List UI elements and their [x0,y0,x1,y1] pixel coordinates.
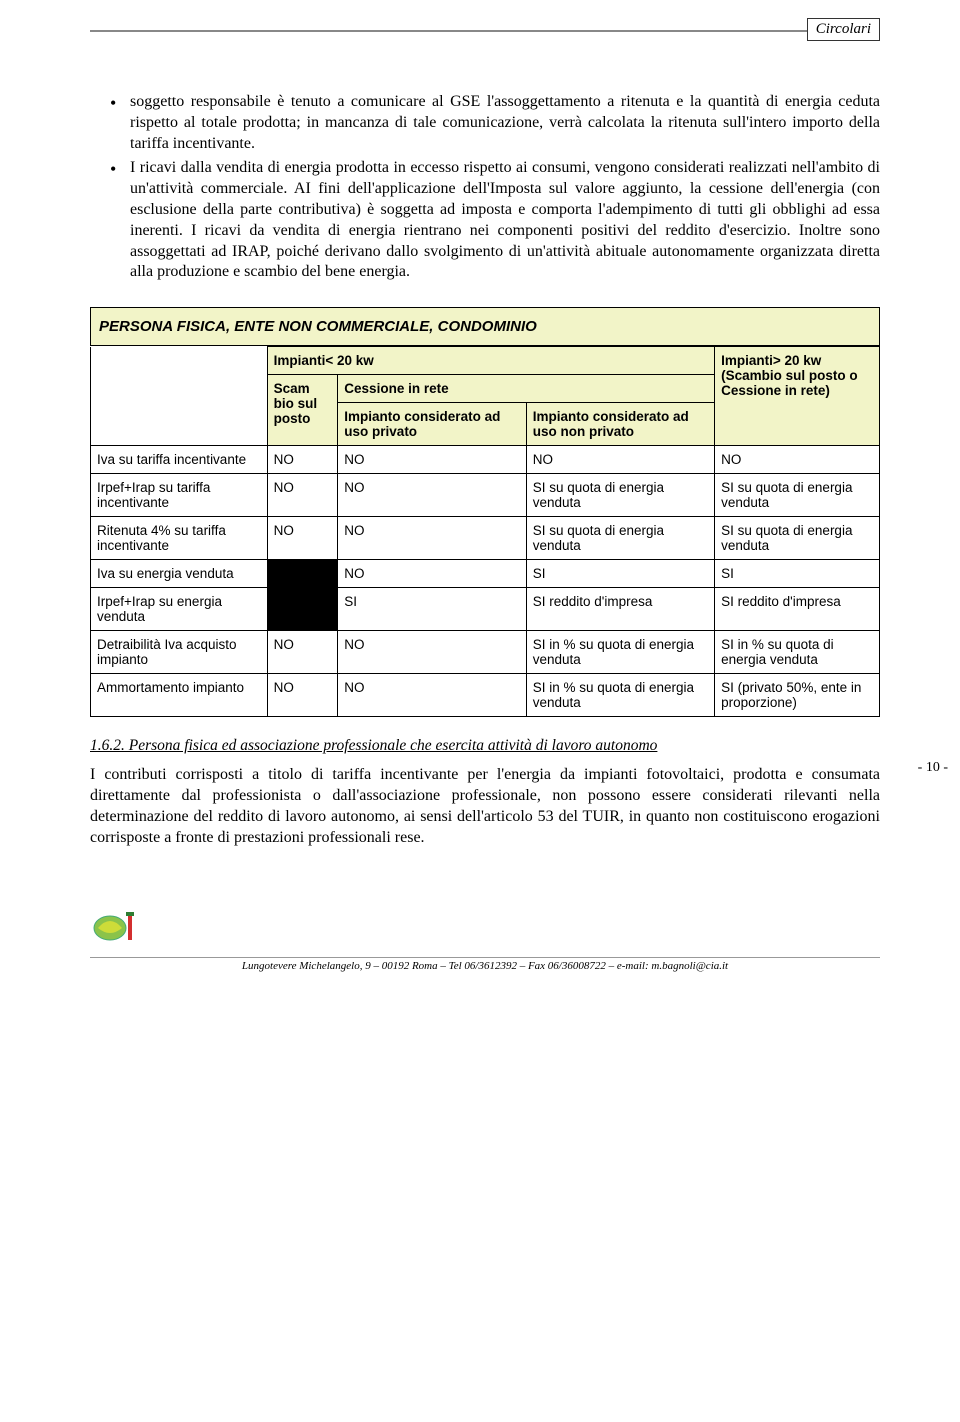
cell: SI (privato 50%, ente in proporzione) [715,674,880,717]
table-row: Iva su tariffa incentivante NO NO NO NO [91,446,880,474]
blank-corner [91,347,268,446]
table-row: Ammortamento impianto NO NO SI in % su q… [91,674,880,717]
cell: SI [526,560,714,588]
cell: NO [338,560,526,588]
header-rule [90,30,880,32]
cell: SI reddito d'impresa [715,588,880,631]
cell: NO [338,474,526,517]
table-row: Iva su energia venduta NO SI SI [91,560,880,588]
cell: NO [267,674,338,717]
table-row: Irpef+Irap su tariffa incentivante NO NO… [91,474,880,517]
cell: SI [715,560,880,588]
cell: NO [526,446,714,474]
cell: NO [267,631,338,674]
table-title: PERSONA FISICA, ENTE NON COMMERCIALE, CO… [90,307,880,346]
footer-text: Lungotevere Michelangelo, 9 – 00192 Roma… [90,957,880,972]
body-paragraphs: soggetto responsabile è tenuto a comunic… [90,92,880,283]
cell: SI su quota di energia venduta [526,517,714,560]
table-row: Irpef+Irap su energia venduta SI SI redd… [91,588,880,631]
bullet-1: soggetto responsabile è tenuto a comunic… [90,92,880,154]
hdr-considerato-nonpriv: Impianto considerato ad uso non privato [526,403,714,446]
table-row: Detraibilità Iva acquisto impianto NO NO… [91,631,880,674]
cell: NO [267,446,338,474]
black-cell [267,588,338,631]
cell: NO [715,446,880,474]
logo-icon [90,908,136,942]
row-label: Irpef+Irap su tariffa incentivante [91,474,268,517]
hdr-scambio: Scam bio sul posto [267,375,338,446]
hdr-considerato-priv: Impianto considerato ad uso privato [338,403,526,446]
main-table: Impianti< 20 kw Impianti> 20 kw (Scambio… [90,346,880,717]
footer: Lungotevere Michelangelo, 9 – 00192 Roma… [90,908,880,972]
lower-paragraph: I contributi corrisposti a titolo di tar… [90,765,880,848]
cell: NO [338,631,526,674]
table-row: Ritenuta 4% su tariffa incentivante NO N… [91,517,880,560]
cell: SI su quota di energia venduta [715,474,880,517]
black-cell [267,560,338,588]
cell: NO [338,517,526,560]
row-label: Ritenuta 4% su tariffa incentivante [91,517,268,560]
badge-circolari: Circolari [807,18,880,41]
cell: NO [267,474,338,517]
bullet-2: I ricavi dalla vendita di energia prodot… [90,158,880,283]
cell: SI in % su quota di energia venduta [526,631,714,674]
cell: NO [267,517,338,560]
cell: SI reddito d'impresa [526,588,714,631]
row-label: Iva su energia venduta [91,560,268,588]
hdr-cessione: Cessione in rete [338,375,715,403]
row-label: Irpef+Irap su energia venduta [91,588,268,631]
page: Circolari soggetto responsabile è tenuto… [0,0,960,992]
cell: SI su quota di energia venduta [526,474,714,517]
subsection-heading: 1.6.2. Persona fisica ed associazione pr… [90,737,880,755]
row-label: Ammortamento impianto [91,674,268,717]
row-label: Detraibilità Iva acquisto impianto [91,631,268,674]
hdr-impianti-lt20: Impianti< 20 kw [267,347,714,375]
cell: SI in % su quota di energia venduta [715,631,880,674]
hdr-impianti-gt20: Impianti> 20 kw (Scambio sul posto o Ces… [715,347,880,446]
cell: NO [338,446,526,474]
cell: SI [338,588,526,631]
cell: SI su quota di energia venduta [715,517,880,560]
page-number: - 10 - [918,760,948,776]
row-label: Iva su tariffa incentivante [91,446,268,474]
cell: SI in % su quota di energia venduta [526,674,714,717]
cell: NO [338,674,526,717]
